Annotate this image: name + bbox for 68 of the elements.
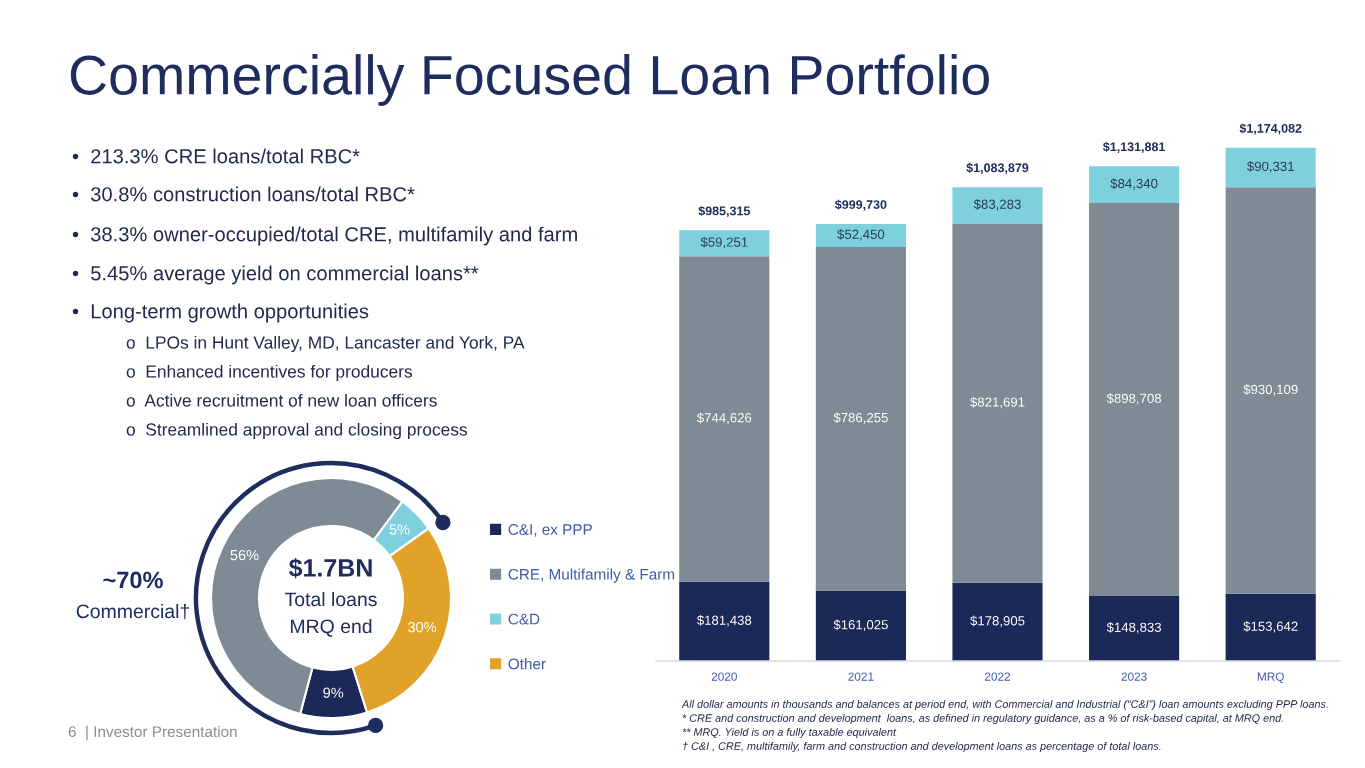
text: • Long-term growth opportunities [72,303,369,323]
data-label: 56% [230,549,259,561]
total-label: $985,315 [698,205,751,218]
bar [1089,166,1180,204]
text: • 5.45% average yield on commercial loans** [72,265,479,285]
data-label: $930,109 [1243,384,1298,396]
bar [1225,147,1316,188]
text: ** MRQ. Yield is on a fully taxable equivalent [682,727,897,739]
bar [815,223,906,247]
data-label: 30% [408,622,437,633]
text: o Streamlined approval and closing process [126,422,467,440]
text: o Enhanced incentives for producers [126,364,412,382]
bar [679,581,770,661]
text: * CRE and construction and development loans, as defined in regulatory guidance, as a % of risk-based capital, at MRQ end. [682,713,1283,725]
total-label: $1,174,082 [1239,123,1302,135]
text: Total loans [284,591,377,607]
bar [679,256,770,582]
data-label: $744,626 [696,412,752,425]
data-label: $83,283 [973,199,1021,211]
bar [952,187,1043,224]
legend-label: Other [508,658,546,670]
text: • 38.3% owner-occupied/total CRE, multifamily and farm [72,226,577,246]
data-label: $59,251 [700,236,748,249]
text: $1.7BN [288,557,372,579]
bar [815,246,906,591]
text: MRQ end [290,618,372,637]
x-tick-label: MRQ [1257,672,1284,683]
text: Commercially Focused Loan Portfolio [70,54,989,106]
bar [1089,203,1180,596]
data-label: $52,450 [837,229,885,241]
text: o Active recruitment of new loan officers [126,393,437,407]
data-label: $84,340 [1110,178,1158,190]
legend-label: CRE, Multifamily & Farm [508,568,675,583]
data-label: $153,642 [1243,621,1298,633]
bar [1225,593,1316,661]
text: o LPOs in Hunt Valley, MD, Lancaster and York, PA [126,335,525,353]
bar [1225,187,1316,594]
text: • 30.8% construction loans/total RBC* [72,186,415,202]
text: • 213.3% CRE loans/total RBC* [72,148,360,164]
bar [952,582,1043,661]
x-tick-label: 2020 [711,672,737,681]
text: Commercial† [76,603,189,620]
bar [952,223,1043,583]
text: ~70% [103,571,163,589]
data-label: $148,833 [1106,622,1162,634]
legend-label: C&I, ex PPP [508,524,592,537]
bar [1089,595,1180,661]
text: † C&I , CRE, multifamily, farm and construction and development loans as percentage of total loans. [683,741,1161,753]
total-label: $1,131,881 [1102,141,1166,154]
data-label: 5% [389,524,410,535]
text: All dollar amounts in thousands and balances at period end, with Commercial and Industrial (“C&I”) loan amounts excluding PPP loans. [681,699,1328,711]
data-label: $181,438 [696,614,752,627]
data-label: $898,708 [1106,393,1162,405]
data-label: $821,691 [970,396,1025,409]
data-label: $178,905 [970,615,1025,627]
bar [679,230,770,257]
data-label: 9% [323,687,344,698]
x-tick-label: 2022 [984,672,1011,681]
total-label: $1,083,879 [966,162,1029,175]
bar [815,590,906,661]
text: 6 | Investor Presentation [68,725,237,741]
data-label: $161,025 [833,619,888,631]
data-label: $90,331 [1247,161,1294,173]
x-tick-label: 2023 [1121,672,1147,681]
x-tick-label: 2021 [848,672,874,681]
legend-label: C&D [508,613,540,625]
data-label: $786,255 [833,412,888,424]
total-label: $999,730 [835,199,887,211]
